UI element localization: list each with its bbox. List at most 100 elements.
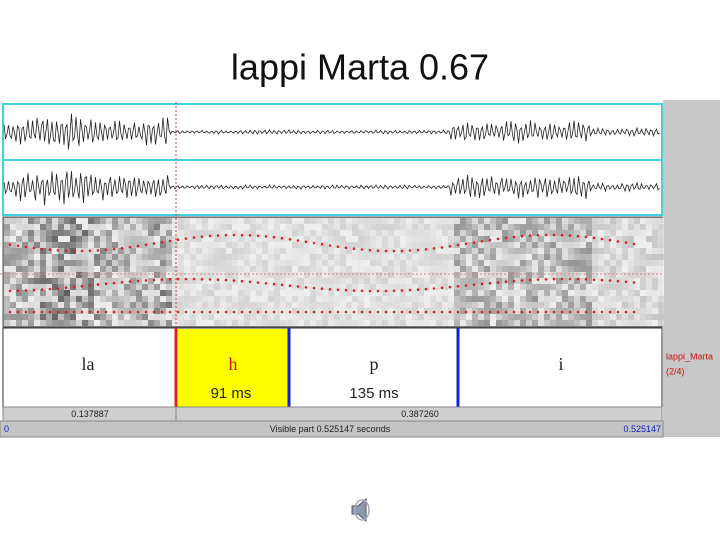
spectrogram-cell: [214, 230, 220, 236]
spectrogram-cell: [532, 218, 538, 224]
spectrogram-cell: [202, 236, 208, 242]
spectrogram-cell: [160, 278, 166, 284]
spectrogram-cell: [190, 278, 196, 284]
spectrogram-cell: [538, 236, 544, 242]
spectrogram-cell: [34, 296, 40, 302]
spectrogram-cell: [310, 314, 316, 320]
formant-dot: [40, 247, 44, 251]
spectrogram-cell: [58, 308, 64, 314]
spectrogram-cell: [28, 296, 34, 302]
spectrogram-cell: [262, 248, 268, 254]
spectrogram-cell: [466, 266, 472, 272]
spectrogram-cell: [124, 290, 130, 296]
spectrogram-cell: [130, 302, 136, 308]
spectrogram-cell: [190, 308, 196, 314]
formant-dot: [504, 236, 508, 240]
formant-dot: [256, 281, 260, 284]
spectrogram-cell: [352, 290, 358, 296]
spectrogram-cell: [226, 254, 232, 260]
spectrogram-cell: [202, 242, 208, 248]
formant-dot: [528, 310, 532, 314]
spectrogram-cell: [622, 320, 628, 326]
spectrogram-cell: [346, 278, 352, 284]
spectrogram-cell: [544, 272, 550, 278]
spectrogram-cell: [304, 290, 310, 296]
spectrogram-cell: [538, 314, 544, 320]
formant-dot: [456, 285, 460, 288]
spectrogram-cell: [436, 302, 442, 308]
spectrogram-cell: [586, 296, 592, 302]
selected-interval[interactable]: [178, 329, 288, 407]
formant-dot: [312, 241, 316, 245]
formant-dot: [432, 247, 436, 250]
spectrogram-cell: [616, 314, 622, 320]
spectrogram-cell: [574, 230, 580, 236]
spectrogram-cell: [166, 236, 172, 242]
spectrogram-cell: [22, 302, 28, 308]
spectrogram-cell: [40, 242, 46, 248]
spectrogram-cell: [658, 308, 664, 314]
formant-dot: [568, 234, 572, 237]
formant-dot: [256, 234, 260, 238]
spectrogram-cell: [424, 248, 430, 254]
spectrogram-cell: [196, 224, 202, 230]
spectrogram-cell: [202, 320, 208, 326]
spectrogram-cell: [148, 230, 154, 236]
spectrogram-cell: [550, 290, 556, 296]
spectrogram-cell: [58, 320, 64, 326]
spectrogram-cell: [628, 242, 634, 248]
spectrogram-cell: [82, 302, 88, 308]
spectrogram-cell: [256, 236, 262, 242]
spectrogram-cell: [496, 260, 502, 266]
formant-dot: [320, 287, 324, 291]
spectrogram-cell: [100, 254, 106, 260]
spectrogram-cell: [256, 248, 262, 254]
formant-dot: [80, 249, 84, 253]
formant-dot: [560, 277, 564, 281]
spectrogram-cell: [556, 242, 562, 248]
spectrogram-cell: [262, 314, 268, 320]
spectrogram-cell: [112, 260, 118, 266]
spectrogram-cell: [562, 236, 568, 242]
spectrogram-cell: [514, 218, 520, 224]
spectrogram-cell: [370, 272, 376, 278]
spectrogram-cell: [220, 266, 226, 272]
spectrogram-cell: [388, 218, 394, 224]
spectrogram-cell: [490, 284, 496, 290]
spectrogram-cell: [268, 272, 274, 278]
spectrogram-cell: [490, 248, 496, 254]
spectrogram-cell: [562, 278, 568, 284]
spectrogram-cell: [160, 320, 166, 326]
spectrogram-cell: [574, 308, 580, 314]
spectrogram-cell: [244, 230, 250, 236]
spectrogram-cell: [472, 242, 478, 248]
spectrogram-cell: [46, 248, 52, 254]
spectrogram-cell: [346, 314, 352, 320]
spectrogram-cell: [628, 314, 634, 320]
spectrogram-cell: [532, 320, 538, 326]
spectrogram-cell: [28, 230, 34, 236]
spectrogram-cell: [202, 260, 208, 266]
spectrogram-cell: [178, 236, 184, 242]
spectrogram-cell: [394, 296, 400, 302]
spectrogram-cell: [286, 320, 292, 326]
spectrogram-cell: [268, 218, 274, 224]
spectrogram-cell: [154, 308, 160, 314]
spectrogram-cell: [112, 248, 118, 254]
spectrogram-cell: [586, 230, 592, 236]
spectrogram-cell: [172, 320, 178, 326]
spectrogram-cell: [346, 254, 352, 260]
spectrogram-cell: [130, 230, 136, 236]
spectrogram-cell: [436, 260, 442, 266]
spectrogram-cell: [76, 236, 82, 242]
spectrogram-cell: [532, 308, 538, 314]
spectrogram-cell: [190, 248, 196, 254]
spectrogram-cell: [418, 302, 424, 308]
spectrogram-cell: [160, 236, 166, 242]
spectrogram-cell: [88, 278, 94, 284]
spectrogram-cell: [106, 272, 112, 278]
speaker-icon[interactable]: [351, 497, 370, 523]
spectrogram-cell: [286, 314, 292, 320]
visible-bar[interactable]: [0, 420, 664, 438]
spectrogram-cell: [304, 260, 310, 266]
